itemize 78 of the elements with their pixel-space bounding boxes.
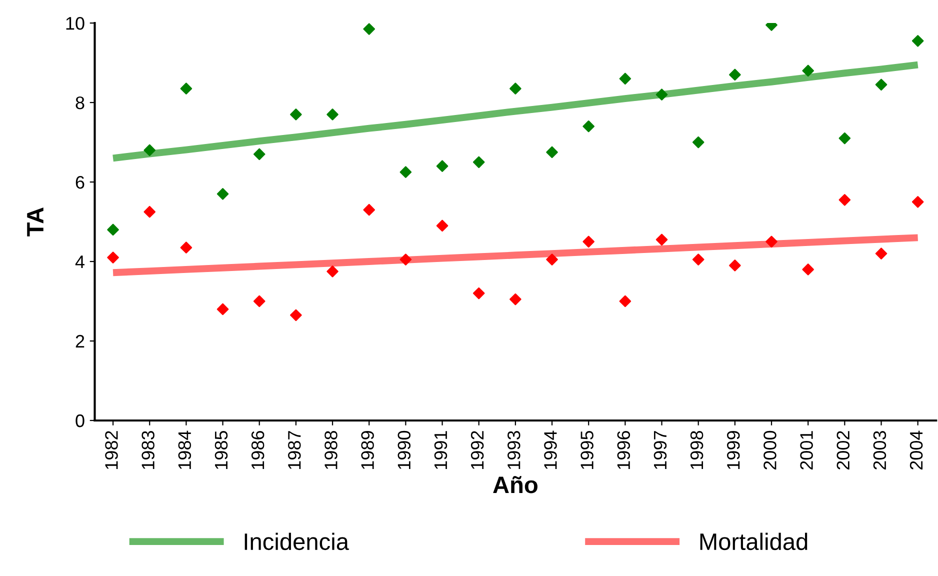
point (472, 156, 485, 168)
point (400, 166, 412, 178)
point (400, 254, 412, 266)
point (290, 309, 302, 322)
y-tick-label: 8 (76, 96, 84, 110)
point (692, 136, 704, 148)
y-tick-label: 4 (75, 256, 84, 268)
point (216, 303, 229, 316)
point (582, 120, 594, 132)
x-tick-label: 1984 (178, 430, 192, 469)
x-tick-label: 2002 (836, 431, 850, 470)
point (656, 234, 668, 246)
point (253, 148, 266, 160)
y-tick-label: 2 (76, 334, 84, 348)
x-tick-label: 1987 (288, 431, 301, 469)
point (436, 220, 448, 232)
y-tick-label: 6 (76, 176, 84, 189)
point (692, 254, 704, 266)
x-tick-label: 1986 (251, 430, 264, 469)
point (582, 236, 594, 248)
point (144, 144, 156, 156)
point (875, 78, 888, 91)
x-tick-label: 1988 (324, 430, 338, 469)
y-axis-title: TA (27, 208, 44, 236)
x-tick-label: 1982 (105, 431, 118, 469)
point (912, 196, 924, 208)
point (436, 160, 448, 172)
point (216, 188, 229, 200)
point (180, 242, 192, 254)
point (546, 254, 558, 266)
legend-label: Incidencia (244, 532, 349, 550)
point (253, 295, 266, 308)
point (838, 194, 851, 206)
x-tick-label: 2003 (873, 430, 886, 470)
x-tick-label: 1997 (654, 431, 667, 469)
x-tick-label: 1991 (434, 431, 448, 469)
point (326, 266, 338, 278)
point (802, 64, 814, 77)
point (107, 252, 119, 264)
point (729, 68, 741, 81)
point (656, 88, 668, 100)
x-tick-label: 1993 (507, 430, 520, 469)
x-tick-label: 1985 (214, 430, 228, 469)
point (619, 295, 632, 308)
point (510, 293, 522, 306)
point (802, 264, 814, 276)
x-tick-label: 1999 (726, 431, 740, 469)
y-tick-label: 10 (66, 16, 84, 30)
point (326, 108, 338, 120)
point (107, 224, 119, 236)
point (363, 204, 375, 216)
legend-label: Mortalidad (700, 532, 808, 550)
y-tick-label: 0 (76, 414, 84, 428)
x-tick-label: 2001 (800, 431, 813, 470)
point (363, 23, 375, 35)
point (729, 260, 741, 272)
x-tick-label: 1992 (470, 431, 484, 469)
point (838, 132, 851, 144)
point (912, 35, 924, 47)
x-tick-label: 1998 (690, 430, 704, 469)
x-tick-label: 1990 (398, 430, 411, 469)
point (875, 248, 888, 260)
point (619, 72, 632, 85)
point (510, 82, 522, 95)
point (180, 82, 192, 95)
x-tick-label: 1996 (617, 430, 630, 469)
point (290, 108, 302, 120)
x-tick-label: 1989 (361, 431, 374, 469)
x-axis-title: Año (493, 476, 538, 494)
x-tick-label: 1995 (580, 430, 594, 469)
point (766, 236, 778, 248)
x-tick-label: 2004 (910, 430, 923, 470)
x-tick-label: 1983 (142, 430, 154, 469)
x-tick-label: 2000 (764, 430, 776, 470)
x-tick-label: 1994 (544, 430, 557, 469)
point (144, 206, 156, 218)
point (546, 146, 558, 158)
point (472, 287, 485, 300)
